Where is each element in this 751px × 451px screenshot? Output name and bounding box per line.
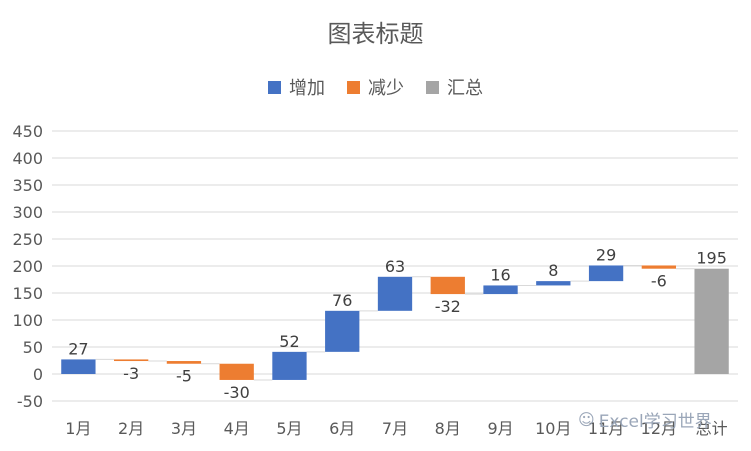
y-tick-label: 300 [12,203,43,222]
data-label: 8 [548,261,558,280]
y-tick-label: 350 [12,176,43,195]
bar-increase [588,265,624,282]
data-label: 63 [385,257,405,276]
bar-increase [536,281,571,286]
bar-increase [483,285,518,295]
x-tick-label: 4月 [224,419,250,438]
legend-item-total: 汇总 [426,74,483,100]
legend-label-increase: 增加 [289,78,325,99]
bar-increase [377,276,413,311]
data-label: 29 [596,245,616,264]
data-label: 195 [696,249,727,268]
bar-decrease [166,361,202,364]
legend-item-decrease: 减少 [347,74,404,100]
bar-decrease [641,265,676,269]
x-tick-label: 11月 [588,419,624,438]
x-tick-label: 8月 [435,419,461,438]
y-tick-label: 450 [12,122,43,141]
x-tick-label: 3月 [171,419,197,438]
x-tick-label: 12月 [641,419,677,438]
legend-label-total: 汇总 [447,78,483,99]
x-tick-label: 2月 [118,419,144,438]
bar-increase [325,310,360,352]
data-label: -5 [176,367,192,386]
watermark: ☺ Excel学习世界 [578,407,712,432]
bar-decrease [114,359,149,362]
y-tick-label: 250 [12,230,43,249]
y-tick-label: -50 [17,392,43,411]
data-label: 76 [332,291,352,310]
y-tick-label: 400 [12,149,43,168]
x-tick-label: 9月 [487,419,513,438]
data-label: 52 [279,332,299,351]
x-tick-label: 7月 [382,419,408,438]
x-tick-label: 1月 [65,419,91,438]
data-label: -6 [651,272,667,291]
x-tick-label: 10月 [535,419,571,438]
data-label: -32 [435,297,461,316]
y-tick-label: 50 [23,338,43,357]
x-tick-label: 总计 [696,419,728,438]
bar-increase [272,351,307,380]
legend-swatch-increase [268,80,281,94]
x-tick-label: 5月 [276,419,302,438]
bar-increase [61,359,96,374]
wechat-icon: ☺ [578,410,595,429]
data-label: 27 [68,339,88,358]
data-label: -30 [224,383,250,402]
legend-item-increase: 增加 [268,74,325,100]
chart-title: 图表标题 [327,20,424,48]
legend: 增加 减少 汇总 [0,74,751,100]
y-tick-label: 0 [33,365,43,384]
y-tick-label: 100 [12,311,43,330]
legend-swatch-total [426,80,439,94]
x-tick-label: 6月 [329,419,355,438]
bar-decrease [430,276,465,295]
data-label: 16 [490,265,510,284]
bar-total [694,268,729,374]
data-label: -3 [123,364,139,383]
watermark-text: Excel学习世界 [598,412,712,432]
legend-swatch-decrease [347,80,360,94]
legend-label-decrease: 减少 [368,78,404,99]
y-tick-label: 150 [12,284,43,303]
y-tick-label: 200 [12,257,43,276]
bar-decrease [219,363,254,380]
